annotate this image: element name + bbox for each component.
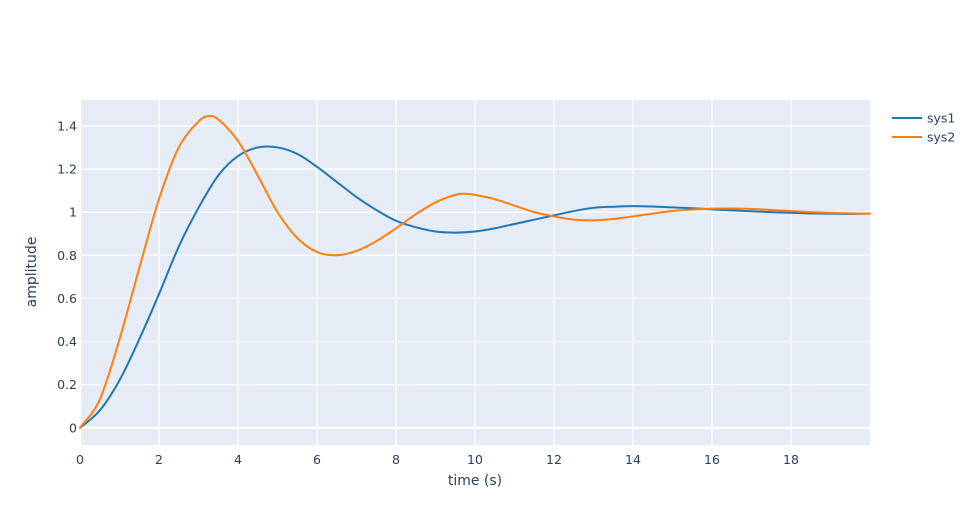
legend[interactable]: sys1 sys2 <box>892 111 955 145</box>
x-axis-title: time (s) <box>448 473 502 489</box>
x-tick-label: 10 <box>467 452 483 467</box>
y-tick-label: 1.4 <box>57 118 77 133</box>
series-line-sys2 <box>79 114 871 429</box>
y-tick-label: 1 <box>69 205 77 220</box>
legend-label: sys1 <box>927 111 955 126</box>
y-tick-label: 0.2 <box>57 377 77 392</box>
x-tick-label: 16 <box>704 452 720 467</box>
x-tick-label: 4 <box>234 452 242 467</box>
legend-item-sys1[interactable]: sys1 <box>892 111 955 126</box>
series-line-sys1 <box>79 145 871 429</box>
x-tick-labels: 0 2 4 6 8 10 12 14 16 18 <box>76 452 799 467</box>
y-tick-label: 0.8 <box>57 248 77 263</box>
y-axis-title: amplitude <box>24 237 40 308</box>
legend-item-sys2[interactable]: sys2 <box>892 130 955 145</box>
series-lines <box>79 114 871 429</box>
legend-label: sys2 <box>927 130 955 145</box>
x-tick-label: 8 <box>392 452 400 467</box>
x-tick-label: 14 <box>625 452 641 467</box>
y-tick-labels: 0 0.2 0.4 0.6 0.8 1 1.2 1.4 <box>57 118 77 435</box>
grid-lines <box>78 100 870 445</box>
y-tick-label: 0.4 <box>57 334 77 349</box>
y-tick-label: 1.2 <box>57 162 77 177</box>
y-tick-label: 0.6 <box>57 291 77 306</box>
y-tick-label: 0 <box>69 420 77 435</box>
x-tick-label: 2 <box>155 452 163 467</box>
x-tick-label: 6 <box>313 452 321 467</box>
x-tick-label: 0 <box>76 452 84 467</box>
x-tick-label: 12 <box>546 452 562 467</box>
x-tick-label: 18 <box>783 452 799 467</box>
